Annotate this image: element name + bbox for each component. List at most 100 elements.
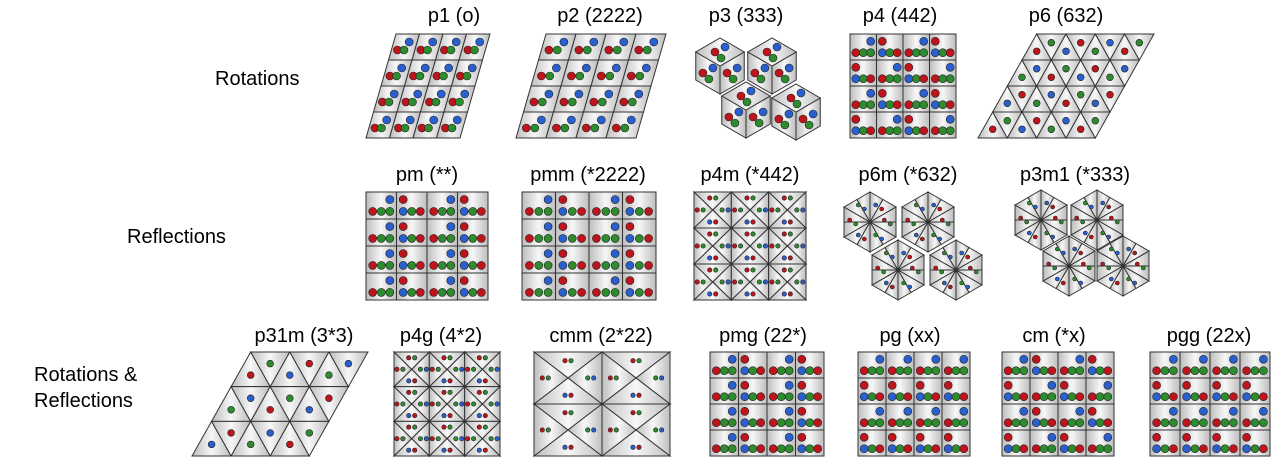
- motif-dot: [1152, 392, 1161, 402]
- motif-dot: [1126, 246, 1131, 252]
- motif-dot: [800, 279, 806, 285]
- motif-dot: [1078, 280, 1083, 286]
- motif-dot: [412, 355, 418, 361]
- motif-dot: [577, 234, 586, 243]
- motif-dot: [465, 401, 471, 407]
- motif-dot: [938, 74, 948, 84]
- motif-dot: [590, 123, 600, 133]
- motif-dot: [406, 378, 412, 384]
- motif-dot: [919, 37, 928, 46]
- motif-dot: [781, 291, 787, 297]
- motif-dot: [1100, 261, 1105, 267]
- motif-dot: [266, 406, 274, 414]
- motif-dot: [915, 444, 925, 453]
- motif-dot: [1059, 433, 1069, 442]
- motif-dot: [446, 45, 456, 55]
- motif-dot: [558, 261, 568, 270]
- row-label-reflections: Reflections: [127, 224, 226, 250]
- motif-dot: [562, 358, 568, 364]
- motif-dot: [866, 48, 876, 58]
- motif-dot: [923, 444, 933, 453]
- motif-dot: [931, 100, 940, 109]
- motif-dot: [959, 366, 969, 376]
- motif-dot: [851, 115, 861, 124]
- motif-dot: [1060, 280, 1066, 286]
- motif-dot: [1199, 366, 1208, 376]
- group-title: p31m (3*3): [254, 325, 354, 347]
- motif-dot: [476, 447, 482, 453]
- motif-dot: [1169, 392, 1178, 402]
- motif-dot: [943, 444, 953, 453]
- motif-dot: [1075, 355, 1085, 364]
- motif-dot: [1095, 444, 1105, 453]
- motif-dot: [567, 71, 576, 81]
- motif-dot: [1242, 392, 1251, 402]
- motif-dot: [642, 63, 651, 73]
- motif-dot: [470, 45, 479, 55]
- motif-dot: [1059, 418, 1069, 427]
- motif-dot: [1106, 90, 1114, 99]
- motif-dot: [951, 418, 961, 427]
- motif-dot: [1199, 392, 1208, 402]
- motif-dot: [1080, 219, 1085, 225]
- motif-dot: [859, 126, 868, 135]
- motif-dot: [459, 261, 469, 270]
- motif-dot: [435, 366, 441, 372]
- motif-dot: [446, 207, 456, 216]
- motif-dot: [400, 366, 406, 372]
- motif-dot: [415, 261, 425, 270]
- motif-dot: [1087, 418, 1097, 427]
- motif-dot: [625, 207, 635, 216]
- motif-dot: [1054, 246, 1060, 252]
- motif-dot: [1067, 366, 1077, 376]
- motif-dot: [728, 74, 738, 84]
- motif-dot: [768, 444, 778, 453]
- motif-dot: [1059, 366, 1069, 376]
- motif-dot: [712, 418, 721, 427]
- motif-dot: [805, 392, 815, 402]
- motif-dot: [879, 206, 885, 212]
- motif-dot: [877, 88, 887, 98]
- motif-dot: [919, 48, 928, 58]
- motif-dot: [800, 243, 806, 249]
- motif-dot: [750, 267, 756, 273]
- motif-dot: [885, 74, 895, 84]
- motif-dot: [730, 118, 740, 128]
- motif-dot: [915, 366, 925, 376]
- motif-dot: [601, 234, 611, 243]
- motif-dot: [784, 444, 794, 453]
- motif-dot: [1109, 276, 1114, 282]
- motif-dot: [574, 45, 584, 55]
- motif-dot: [465, 436, 471, 442]
- tile-cell: [601, 350, 637, 406]
- motif-dot: [423, 436, 429, 442]
- motif-dot: [931, 202, 936, 208]
- motif-dot: [700, 243, 706, 249]
- motif-dot: [544, 89, 554, 99]
- motif-dot: [459, 249, 469, 258]
- motif-dot: [444, 63, 453, 73]
- motif-dot: [598, 97, 607, 107]
- motif-dot: [914, 202, 919, 208]
- motif-dot: [942, 280, 947, 286]
- motif-dot: [851, 126, 861, 135]
- motif-dot: [398, 195, 408, 204]
- motif-dot: [1091, 65, 1100, 73]
- motif-dot: [1059, 380, 1069, 390]
- motif-dot: [945, 74, 955, 84]
- motif-dot: [1152, 444, 1161, 453]
- motif-dot: [625, 222, 635, 231]
- motif-dot: [931, 406, 941, 416]
- motif-dot: [769, 243, 775, 249]
- group-title: p3m1 (*333): [1019, 164, 1131, 186]
- motif-dot: [1044, 230, 1050, 236]
- motif-dot: [892, 62, 902, 72]
- motif-dot: [1087, 392, 1097, 402]
- motif-dot: [558, 249, 568, 258]
- motif-dot: [1242, 444, 1251, 453]
- motif-dot: [612, 63, 621, 73]
- motif-dot: [889, 254, 895, 260]
- motif-dot: [407, 207, 417, 216]
- motif-dot: [742, 97, 752, 107]
- motif-dot: [530, 123, 540, 133]
